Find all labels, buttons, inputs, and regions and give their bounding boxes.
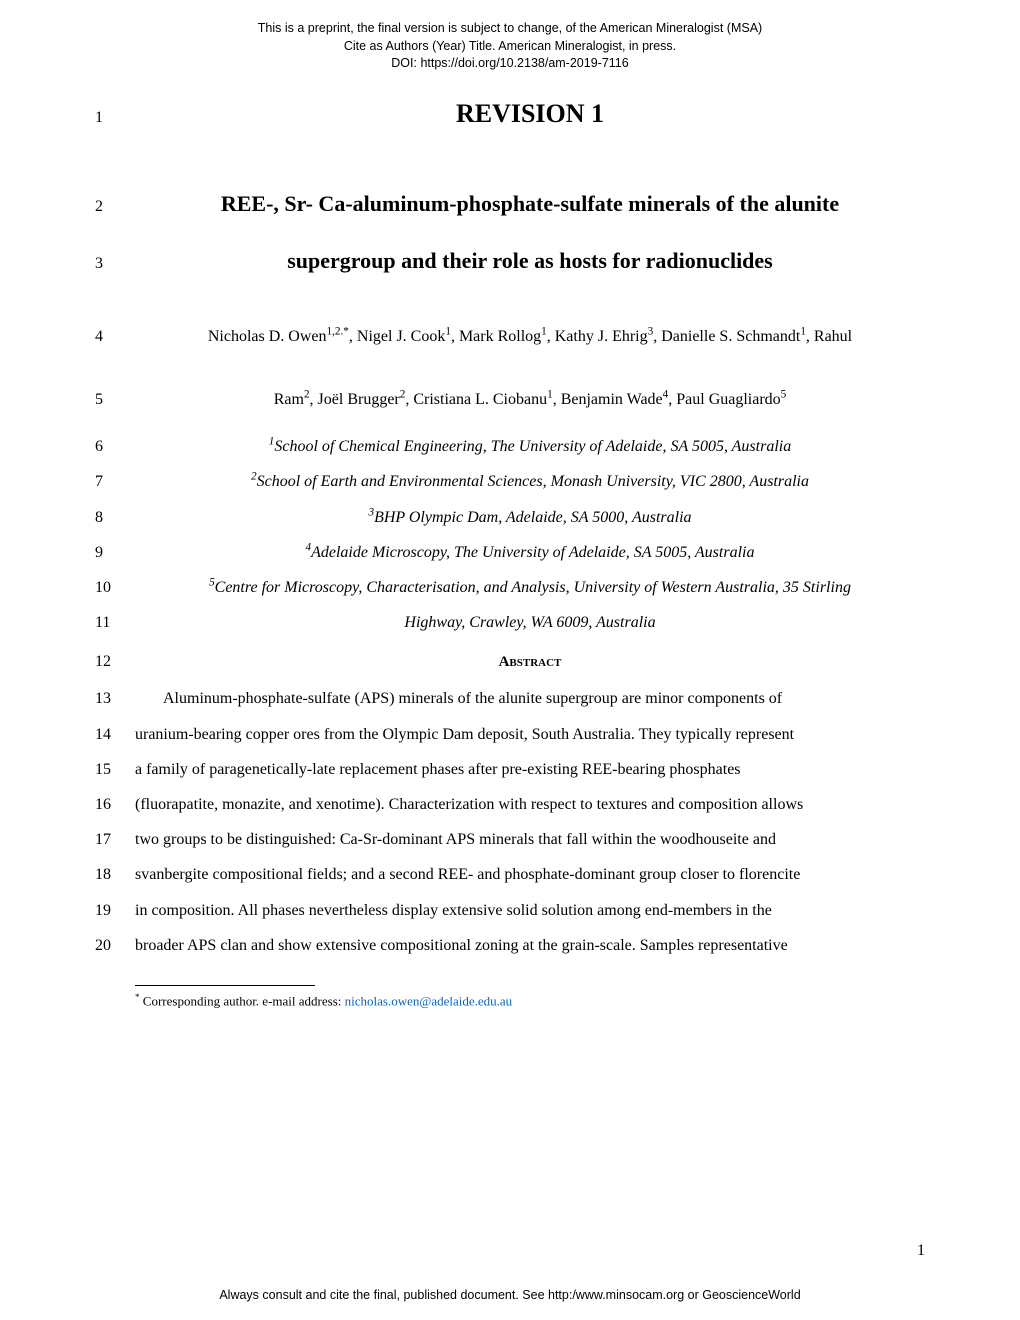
line-9: 9 4Adelaide Microscopy, The University o… (95, 535, 925, 570)
line-number: 18 (95, 866, 135, 884)
abstract-text: two groups to be distinguished: Ca-Sr-do… (135, 822, 925, 857)
line-number: 17 (95, 831, 135, 849)
line-10: 10 5Centre for Microscopy, Characterisat… (95, 570, 925, 605)
author-name: , Cristiana L. Ciobanu (405, 391, 547, 408)
affil-text: Adelaide Microscopy, The University of A… (311, 544, 754, 561)
affiliation-5: 5Centre for Microscopy, Characterisation… (135, 570, 925, 605)
abstract-text: in composition. All phases nevertheless … (135, 893, 925, 928)
line-17: 17 two groups to be distinguished: Ca-Sr… (95, 822, 925, 857)
affiliation-2: 2School of Earth and Environmental Scien… (135, 464, 925, 499)
line-number: 12 (95, 653, 135, 671)
authors-line-1: Nicholas D. Owen1,2.*, Nigel J. Cook1, M… (135, 315, 925, 358)
line-number: 11 (95, 614, 135, 632)
affiliation-1: 1School of Chemical Engineering, The Uni… (135, 429, 925, 464)
author-name: , Paul Guagliardo (668, 391, 780, 408)
page-container: This is a preprint, the final version is… (0, 0, 1020, 1320)
line-number: 4 (95, 328, 135, 346)
header-line-1: This is a preprint, the final version is… (95, 20, 925, 38)
footnote-text: Corresponding author. e-mail address: (140, 993, 345, 1008)
line-number: 2 (95, 198, 135, 216)
line-number: 5 (95, 391, 135, 409)
page-number: 1 (917, 1242, 925, 1260)
abstract-text: broader APS clan and show extensive comp… (135, 928, 925, 963)
corresponding-author-footnote: * Corresponding author. e-mail address: … (135, 992, 925, 1009)
line-4: 4 Nicholas D. Owen1,2.*, Nigel J. Cook1,… (95, 303, 925, 366)
line-number: 8 (95, 509, 135, 527)
line-13: 13 Aluminum-phosphate-sulfate (APS) mine… (95, 681, 925, 716)
authors-line-2: Ram2, Joël Brugger2, Cristiana L. Cioban… (135, 378, 925, 421)
line-8: 8 3BHP Olympic Dam, Adelaide, SA 5000, A… (95, 500, 925, 535)
line-18: 18 svanbergite compositional fields; and… (95, 857, 925, 892)
affil-text: BHP Olympic Dam, Adelaide, SA 5000, Aust… (374, 509, 691, 526)
paper-title-line-1: REE-, Sr- Ca-aluminum-phosphate-sulfate … (135, 175, 925, 232)
line-1: 1 REVISION 1 (95, 91, 925, 165)
author-name: , Nigel J. Cook (349, 328, 445, 345)
author-name: , Rahul (806, 328, 852, 345)
abstract-text: uranium-bearing copper ores from the Oly… (135, 717, 925, 752)
line-7: 7 2School of Earth and Environmental Sci… (95, 464, 925, 499)
preprint-header: This is a preprint, the final version is… (95, 20, 925, 73)
line-19: 19 in composition. All phases neverthele… (95, 893, 925, 928)
line-number: 14 (95, 726, 135, 744)
line-number: 13 (95, 690, 135, 708)
footnote-separator (135, 985, 315, 986)
affil-text: Centre for Microscopy, Characterisation,… (215, 579, 851, 596)
abstract-text: (fluorapatite, monazite, and xenotime). … (135, 787, 925, 822)
footer-note: Always consult and cite the final, publi… (0, 1288, 1020, 1302)
line-12: 12 Abstract (95, 640, 925, 681)
line-number: 1 (95, 109, 135, 127)
line-number: 20 (95, 937, 135, 955)
revision-title: REVISION 1 (135, 99, 925, 129)
line-6: 6 1School of Chemical Engineering, The U… (95, 429, 925, 464)
author-email-link[interactable]: nicholas.owen@adelaide.edu.au (345, 993, 513, 1008)
author-name: , Benjamin Wade (553, 391, 663, 408)
author-name: Nicholas D. Owen (208, 328, 327, 345)
line-20: 20 broader APS clan and show extensive c… (95, 928, 925, 963)
line-5: 5 Ram2, Joël Brugger2, Cristiana L. Ciob… (95, 366, 925, 429)
line-number: 3 (95, 255, 135, 273)
author-name: , Danielle S. Schmandt (653, 328, 800, 345)
line-number: 6 (95, 438, 135, 456)
author-name: Ram (274, 391, 304, 408)
line-number: 16 (95, 796, 135, 814)
abstract-text: svanbergite compositional fields; and a … (135, 857, 925, 892)
abstract-text: Aluminum-phosphate-sulfate (APS) mineral… (135, 681, 925, 716)
line-number: 10 (95, 579, 135, 597)
line-16: 16 (fluorapatite, monazite, and xenotime… (95, 787, 925, 822)
spacer (95, 165, 925, 175)
affiliation-4: 4Adelaide Microscopy, The University of … (135, 535, 925, 570)
line-14: 14 uranium-bearing copper ores from the … (95, 717, 925, 752)
affiliation-3: 3BHP Olympic Dam, Adelaide, SA 5000, Aus… (135, 500, 925, 535)
paper-title-line-2: supergroup and their role as hosts for r… (135, 232, 925, 289)
header-line-2: Cite as Authors (Year) Title. American M… (95, 38, 925, 56)
affil-text: School of Chemical Engineering, The Univ… (274, 438, 791, 455)
line-number: 19 (95, 902, 135, 920)
line-15: 15 a family of paragenetically-late repl… (95, 752, 925, 787)
abstract-text: a family of paragenetically-late replace… (135, 752, 925, 787)
line-number: 7 (95, 473, 135, 491)
line-2: 2 REE-, Sr- Ca-aluminum-phosphate-sulfat… (95, 175, 925, 232)
affil-text: School of Earth and Environmental Scienc… (257, 473, 809, 490)
line-number: 15 (95, 761, 135, 779)
affiliation-5-cont: Highway, Crawley, WA 6009, Australia (135, 605, 925, 640)
header-line-3: DOI: https://doi.org/10.2138/am-2019-711… (95, 55, 925, 73)
author-sup: 1,2.* (327, 326, 349, 338)
spacer (95, 289, 925, 303)
abstract-heading: Abstract (135, 654, 925, 671)
line-11: 11 Highway, Crawley, WA 6009, Australia (95, 605, 925, 640)
author-name: , Mark Rollog (451, 328, 541, 345)
author-name: , Kathy J. Ehrig (547, 328, 648, 345)
line-number: 9 (95, 544, 135, 562)
line-3: 3 supergroup and their role as hosts for… (95, 232, 925, 289)
author-name: , Joël Brugger (310, 391, 400, 408)
author-sup: 5 (781, 389, 787, 401)
